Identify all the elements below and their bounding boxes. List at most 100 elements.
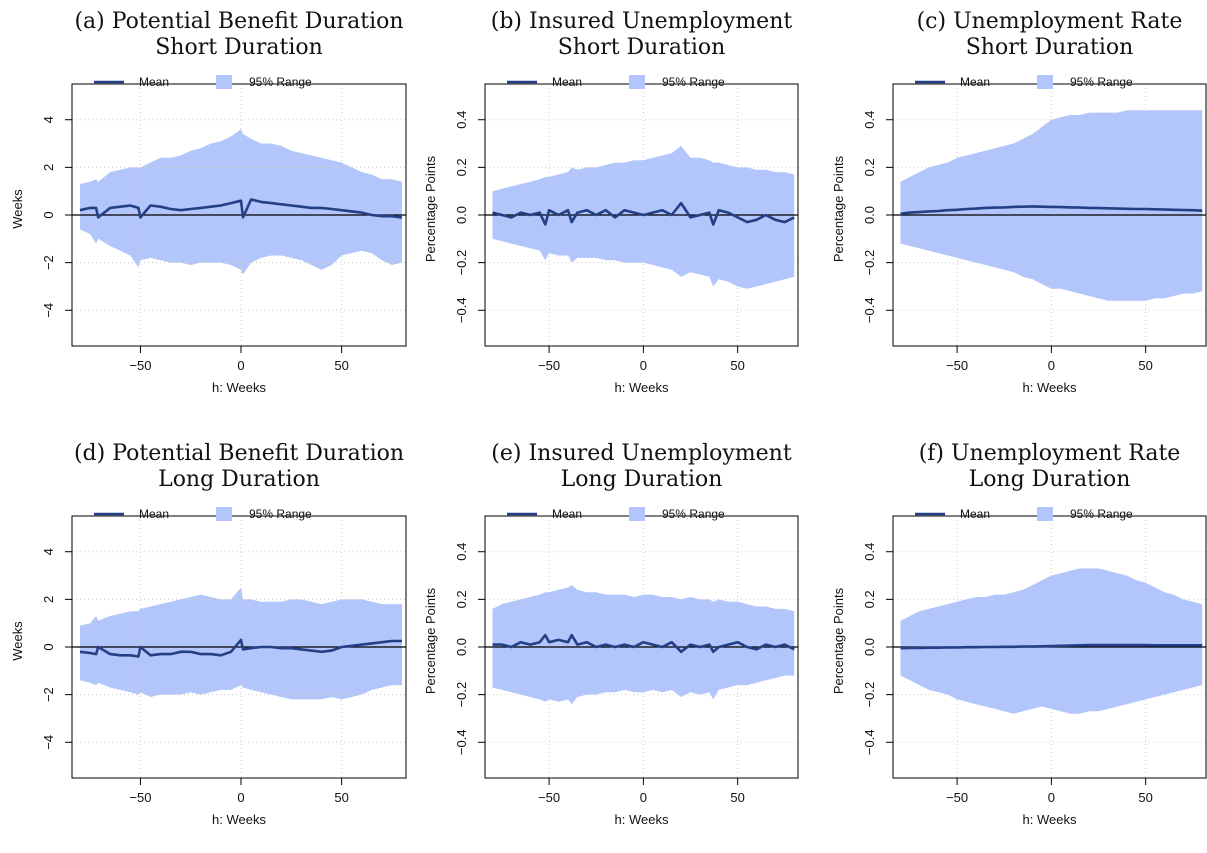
range-band (492, 145, 795, 289)
legend-range-label: 95% Range (1070, 75, 1133, 89)
y-tick-label: −0.4 (454, 729, 469, 755)
plot-area (893, 516, 1206, 778)
mean-line (900, 643, 1203, 650)
y-axis-label: Percentage Points (831, 155, 846, 262)
mean-line (900, 205, 1203, 216)
mean-line (492, 201, 795, 226)
y-tick-label: −0.4 (862, 297, 877, 323)
legend: Mean 95% Range (507, 75, 725, 89)
y-tick-label: 2 (41, 596, 56, 603)
x-tick-label: −50 (129, 790, 151, 805)
panel-subtitle: Long Duration (561, 467, 723, 492)
legend-range-label: 95% Range (662, 507, 725, 521)
x-axis-label: h: Weeks (212, 812, 266, 827)
x-tick-label: −50 (946, 358, 968, 373)
y-tick-label: 4 (41, 548, 56, 555)
x-tick-label: 0 (640, 790, 647, 805)
y-tick-label: 0.4 (862, 543, 877, 561)
plot-area (72, 84, 406, 346)
y-axis-label: Weeks (10, 189, 25, 229)
legend-mean-label: Mean (139, 507, 169, 521)
legend-range-swatch (629, 75, 645, 89)
y-tick-label: −2 (41, 687, 56, 702)
y-tick-label: 0 (41, 211, 56, 218)
y-axis-label: Percentage Points (423, 155, 438, 262)
x-tick-label: 50 (1138, 358, 1152, 373)
y-tick-label: −0.2 (454, 682, 469, 708)
y-tick-label: −2 (41, 255, 56, 270)
x-axis-label: h: Weeks (1023, 812, 1077, 827)
legend-range-swatch (216, 507, 232, 521)
legend-range-swatch (216, 75, 232, 89)
x-tick-label: −50 (538, 358, 560, 373)
panel-subtitle: Short Duration (966, 35, 1134, 60)
panel-title: (b) Insured Unemployment (491, 9, 793, 34)
y-tick-label: −0.2 (454, 250, 469, 276)
y-tick-label: 0.0 (862, 206, 877, 224)
y-tick-label: −4 (41, 303, 56, 318)
legend: Mean 95% Range (915, 75, 1133, 89)
panel-subtitle: Long Duration (969, 467, 1131, 492)
x-tick-label: 50 (334, 358, 348, 373)
x-tick-label: 0 (237, 790, 244, 805)
panel-title: (e) Insured Unemployment (491, 441, 792, 466)
x-tick-label: −50 (129, 358, 151, 373)
x-tick-label: 50 (730, 790, 744, 805)
legend-mean-label: Mean (960, 507, 990, 521)
y-tick-label: 0.2 (454, 590, 469, 608)
range-band (900, 568, 1203, 714)
legend-range-swatch (629, 507, 645, 521)
x-tick-label: 50 (730, 358, 744, 373)
x-tick-label: 50 (1138, 790, 1152, 805)
x-tick-label: 50 (334, 790, 348, 805)
x-tick-label: −50 (538, 790, 560, 805)
y-tick-label: 0.4 (454, 111, 469, 129)
x-axis-label: h: Weeks (1023, 380, 1077, 395)
y-tick-label: 0.0 (862, 638, 877, 656)
y-axis-label: Percentage Points (831, 587, 846, 694)
panel-title: (a) Potential Benefit Duration (74, 9, 403, 34)
x-axis-label: h: Weeks (615, 380, 669, 395)
plot-area (485, 516, 798, 778)
y-tick-label: −0.4 (862, 729, 877, 755)
y-axis-label: Percentage Points (423, 587, 438, 694)
y-tick-label: −4 (41, 735, 56, 750)
panel-subtitle: Short Duration (558, 35, 726, 60)
x-axis-label: h: Weeks (212, 380, 266, 395)
y-tick-label: 0 (41, 643, 56, 650)
y-tick-label: 0.4 (454, 543, 469, 561)
panel-title: (d) Potential Benefit Duration (74, 441, 404, 466)
y-tick-label: 2 (41, 164, 56, 171)
panel-subtitle: Short Duration (155, 35, 323, 60)
range-band (900, 110, 1203, 301)
legend: Mean 95% Range (507, 507, 725, 521)
mean-line (492, 633, 795, 654)
legend-range-swatch (1037, 507, 1053, 521)
panel-title: (f) Unemployment Rate (919, 441, 1181, 466)
y-tick-label: −0.4 (454, 297, 469, 323)
y-tick-label: 0.2 (862, 590, 877, 608)
y-tick-label: −0.2 (862, 250, 877, 276)
mean-line (79, 638, 402, 658)
legend-mean-label: Mean (960, 75, 990, 89)
x-tick-label: −50 (946, 790, 968, 805)
x-axis-label: h: Weeks (615, 812, 669, 827)
x-tick-label: 0 (640, 358, 647, 373)
legend-mean-label: Mean (552, 507, 582, 521)
panel-title: (c) Unemployment Rate (917, 9, 1183, 34)
legend-range-label: 95% Range (1070, 507, 1133, 521)
plot-area (893, 84, 1206, 346)
y-tick-label: 0.2 (454, 158, 469, 176)
y-tick-label: 0.4 (862, 111, 877, 129)
x-tick-label: 0 (1048, 358, 1055, 373)
legend: Mean 95% Range (915, 507, 1133, 521)
legend: Mean 95% Range (94, 507, 312, 521)
legend-range-label: 95% Range (249, 507, 312, 521)
legend-mean-label: Mean (552, 75, 582, 89)
